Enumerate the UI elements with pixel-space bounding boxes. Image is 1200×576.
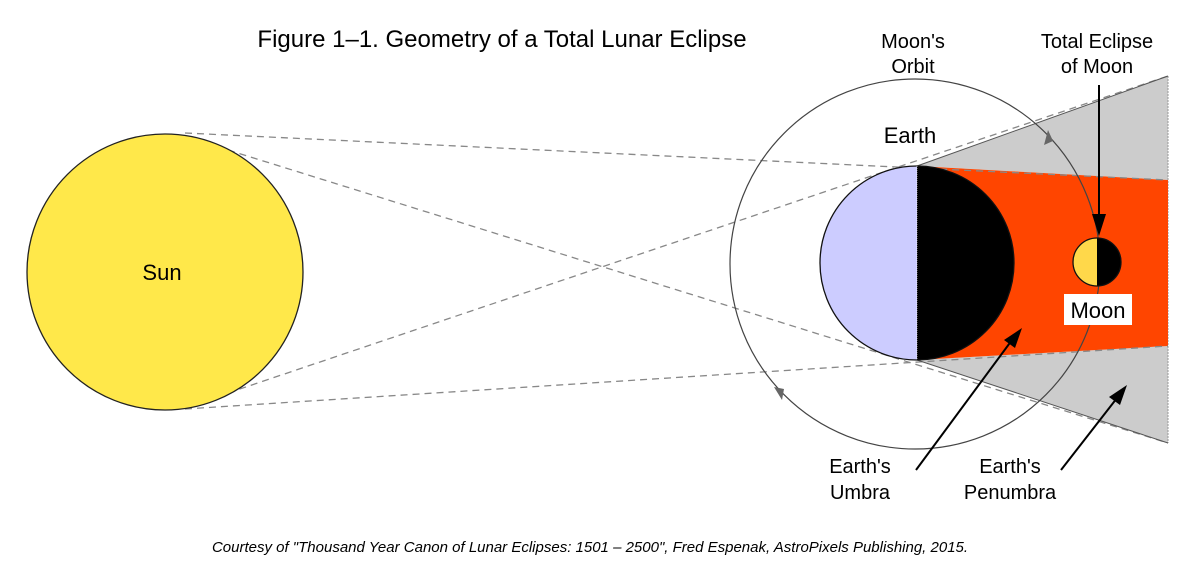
earth-label: Earth bbox=[884, 123, 937, 148]
tangent-lines bbox=[184, 75, 1169, 444]
umbra-arrow-icon bbox=[915, 328, 1022, 471]
umbra-label-line2: Umbra bbox=[830, 482, 891, 504]
total-eclipse-arrow-icon bbox=[1092, 85, 1106, 236]
penumbra-upper bbox=[917, 76, 1168, 180]
orbit-arrow-lower-icon bbox=[774, 387, 784, 400]
moon-label: Moon bbox=[1070, 298, 1125, 323]
umbra-label-line1: Earth's bbox=[829, 456, 891, 478]
total-eclipse-label-line1: Total Eclipse bbox=[1041, 31, 1153, 53]
moon-label-box bbox=[1064, 294, 1132, 325]
moons-orbit-label-line1: Moon's bbox=[881, 31, 945, 53]
sun-label: Sun bbox=[142, 260, 181, 285]
total-eclipse-label-line2: of Moon bbox=[1061, 56, 1133, 78]
penumbra-label-line2: Penumbra bbox=[964, 482, 1057, 504]
penumbra-label-line1: Earth's bbox=[979, 456, 1041, 478]
figure-caption: Courtesy of "Thousand Year Canon of Luna… bbox=[212, 539, 968, 556]
figure-title: Figure 1–1. Geometry of a Total Lunar Ec… bbox=[257, 26, 746, 53]
penumbra-arrow-icon bbox=[1060, 385, 1127, 471]
orbit-arrow-upper-icon bbox=[1044, 130, 1053, 145]
penumbra-lower bbox=[917, 346, 1168, 443]
sun bbox=[26, 133, 304, 411]
moons-orbit-label-line2: Orbit bbox=[891, 56, 935, 78]
